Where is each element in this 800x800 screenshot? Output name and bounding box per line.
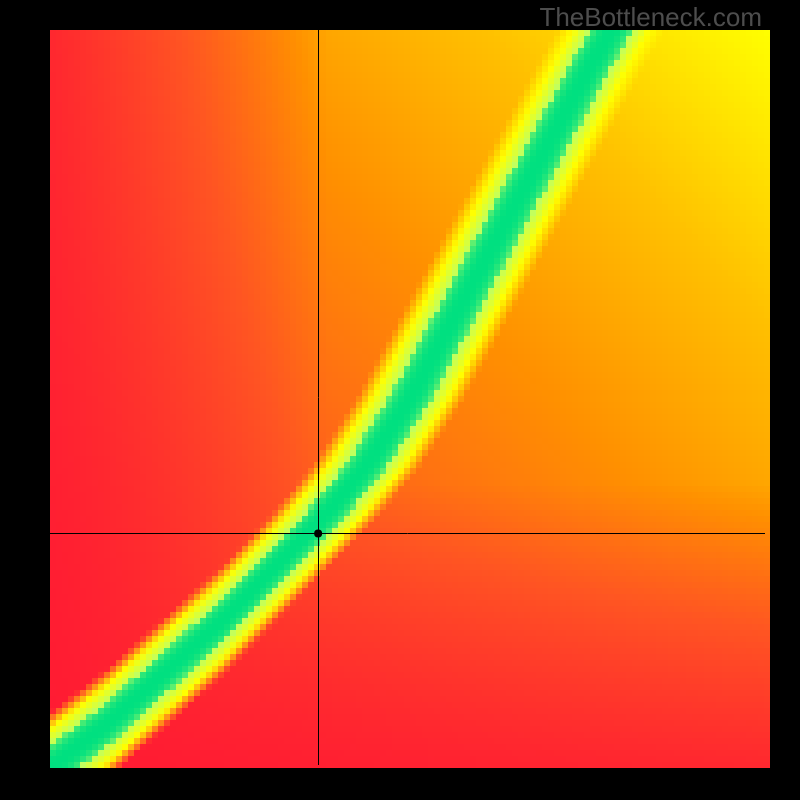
bottleneck-heatmap [0,0,800,800]
chart-container: TheBottleneck.com [0,0,800,800]
watermark-text: TheBottleneck.com [539,2,762,33]
